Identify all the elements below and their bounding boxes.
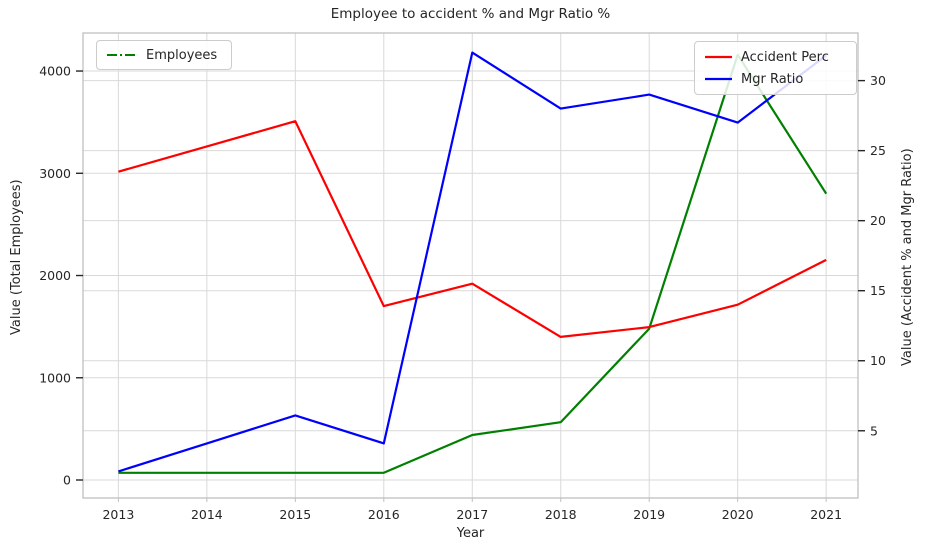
y-tick-label-left: 2000: [39, 268, 71, 283]
legend-right-axis: Accident Perc Mgr Ratio: [694, 41, 857, 95]
plot-border: [82, 32, 859, 499]
x-tick-label: 2019: [633, 507, 665, 522]
y-tick-label-right: 10: [870, 353, 886, 368]
accident-perc-line: [118, 120, 827, 338]
y-tick-label-left: 1000: [39, 370, 71, 385]
legend-label-employees: Employees: [146, 47, 218, 63]
y-tick-label-left: 0: [63, 473, 71, 488]
y-tick-label-left: 3000: [39, 166, 71, 181]
y-tick-label-right: 20: [870, 213, 886, 228]
y-axis-label-right: Value (Accident % and Mgr Ratio): [900, 148, 915, 366]
x-tick-label: 2021: [810, 507, 842, 522]
y-axis-label-left: Value (Total Employees): [9, 179, 24, 335]
x-tick-label: 2013: [102, 507, 134, 522]
legend-item-mgr-ratio: Mgr Ratio: [705, 68, 846, 90]
y-tick-label-right: 15: [870, 283, 886, 298]
x-tick-label: 2017: [456, 507, 488, 522]
legend-employees: Employees: [96, 40, 232, 70]
employees-line: [118, 53, 828, 474]
x-tick-label: 2014: [191, 507, 223, 522]
x-tick-label: 2020: [722, 507, 754, 522]
mgr-ratio-legend-line-icon: [705, 77, 732, 81]
legend-item-employees: Employees: [107, 45, 221, 65]
accident-perc-legend-line-icon: [705, 55, 732, 59]
legend-item-accident-perc: Accident Perc: [705, 46, 846, 68]
mgr-ratio-line: [118, 51, 827, 473]
y-tick-label-left: 4000: [39, 64, 71, 79]
y-tick-label-right: 25: [870, 143, 886, 158]
y-tick-label-right: 5: [870, 423, 878, 438]
chart-title: Employee to accident % and Mgr Ratio %: [330, 6, 611, 22]
x-tick-label: 2018: [545, 507, 577, 522]
legend-label-mgr-ratio: Mgr Ratio: [741, 71, 804, 87]
x-tick-label: 2015: [279, 507, 311, 522]
employees-legend-line-icon: [107, 54, 137, 56]
y-tick-label-right: 30: [870, 73, 886, 88]
x-tick-label: 2016: [368, 507, 400, 522]
x-axis-label: Year: [456, 526, 485, 541]
legend-label-accident-perc: Accident Perc: [741, 49, 829, 65]
